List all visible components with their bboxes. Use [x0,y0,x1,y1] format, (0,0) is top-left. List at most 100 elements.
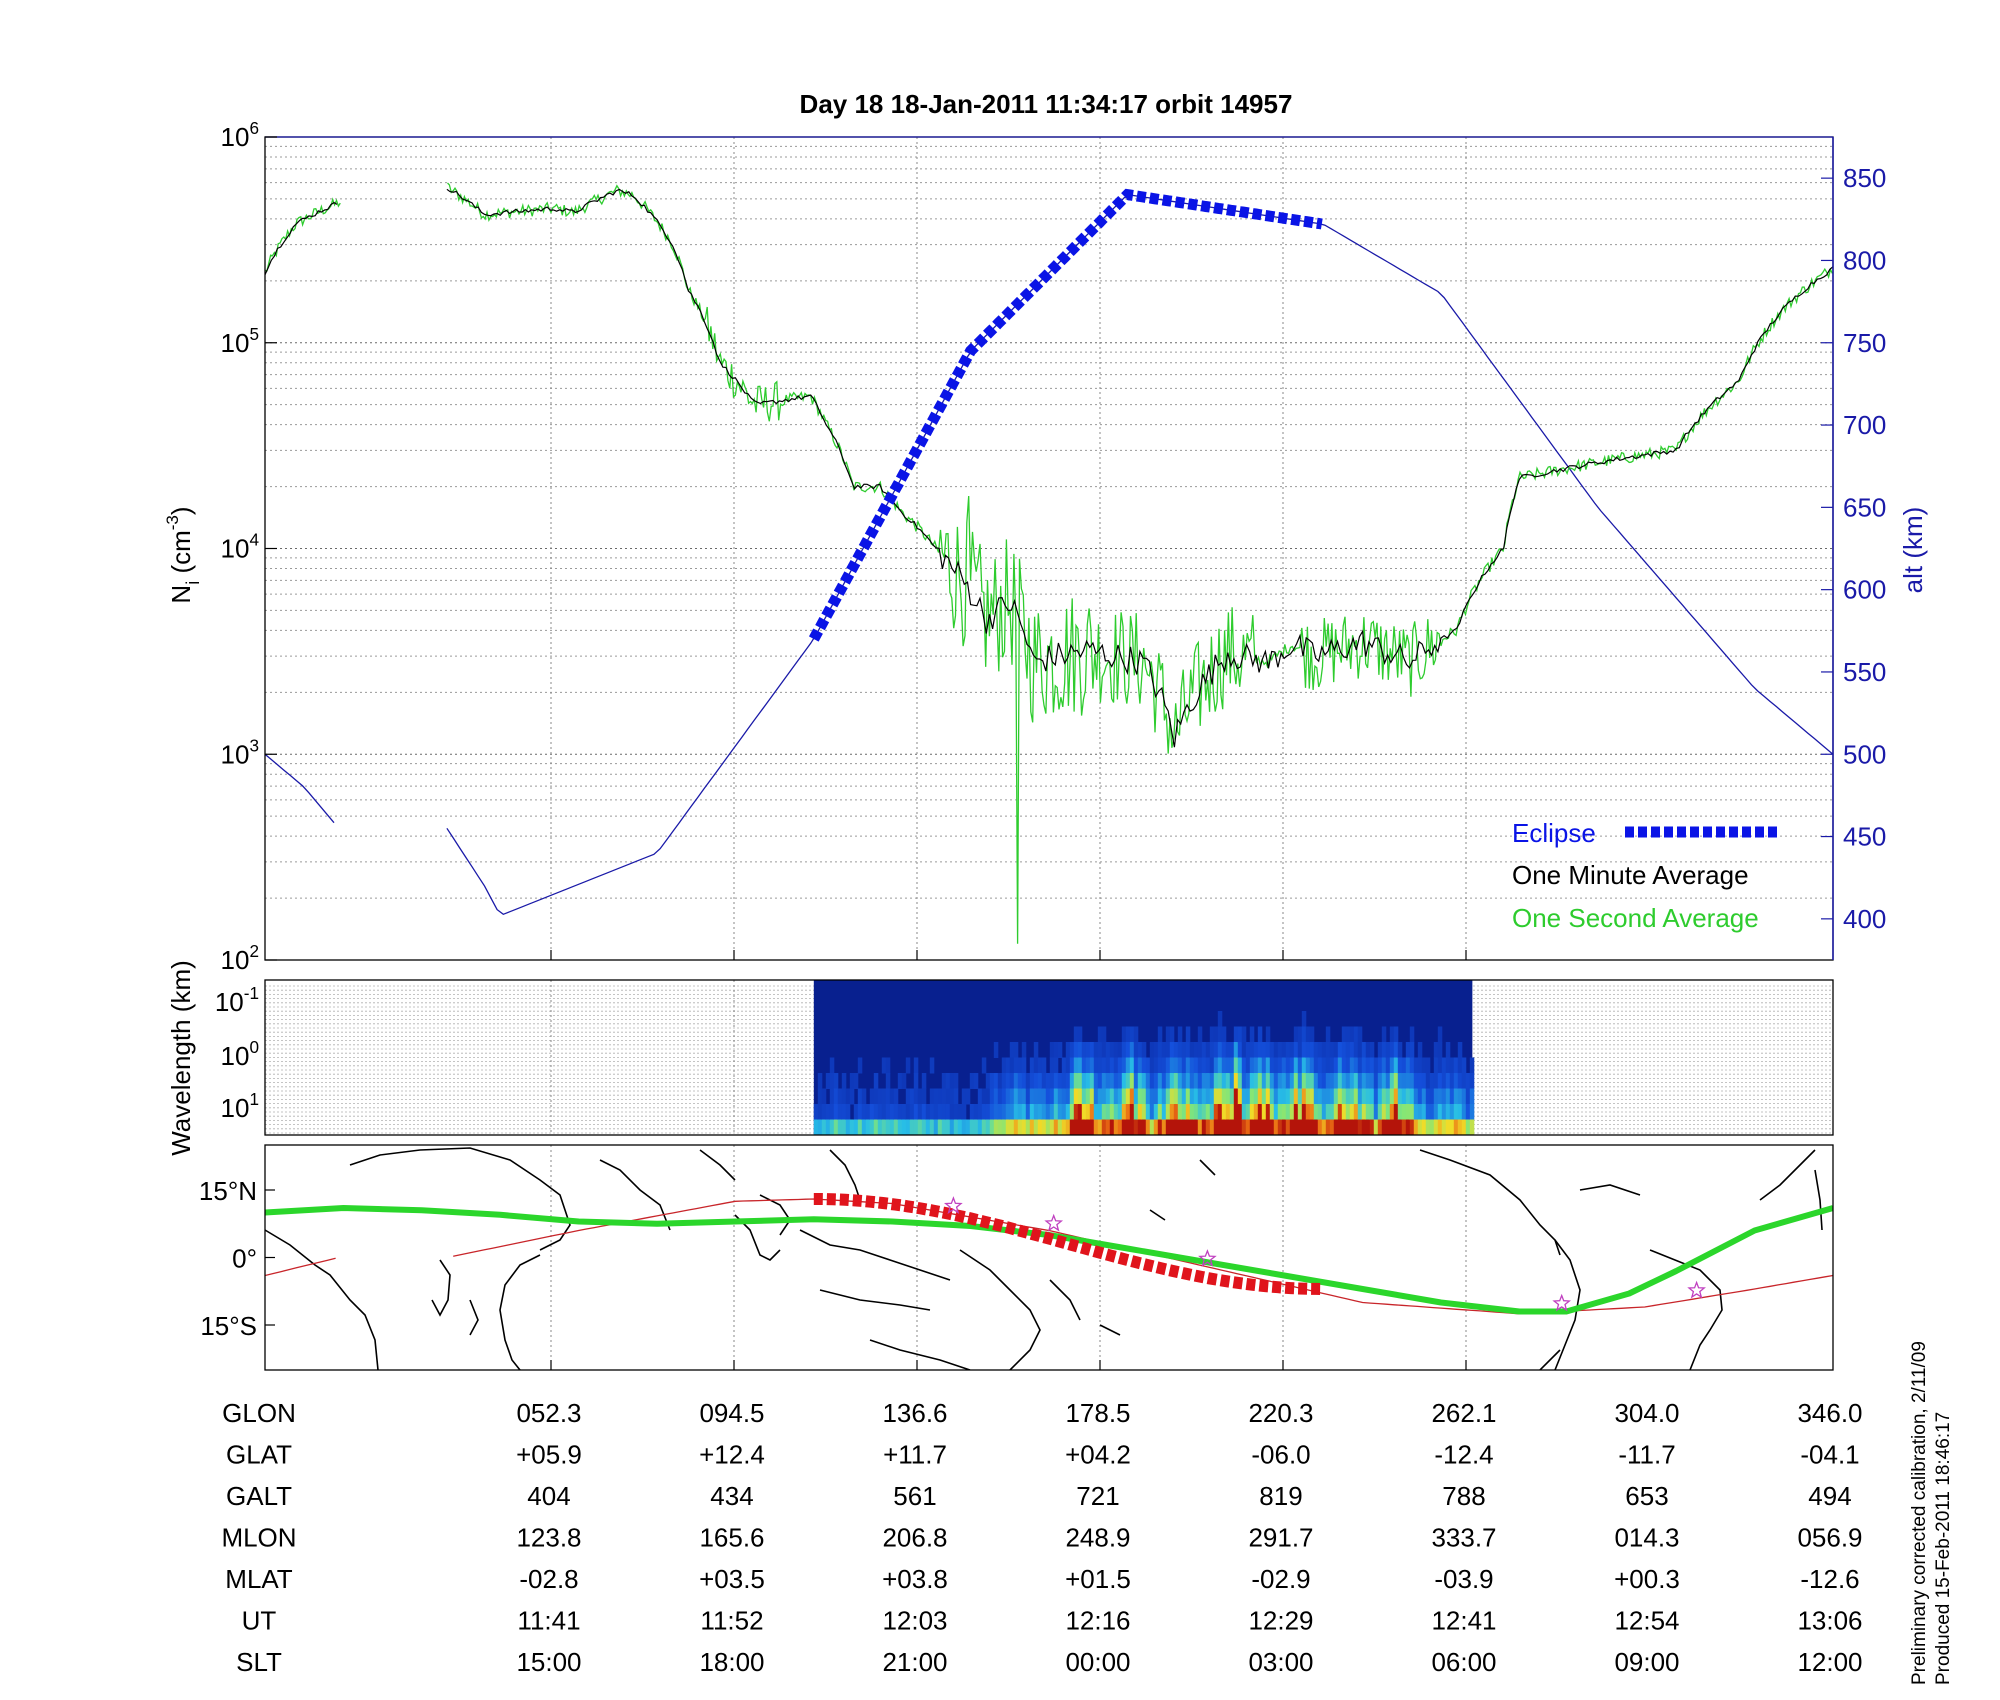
spectrogram-cell [1021,1042,1027,1058]
spectrogram-cell [1101,1073,1107,1089]
spectrogram-cell [1405,1057,1411,1074]
spectrogram-cell [1197,1104,1203,1120]
spectrogram-cell [1357,1119,1363,1135]
spectrogram-cell [1097,1088,1103,1105]
table-cell: +00.3 [1614,1564,1680,1594]
spectrogram-cell [1013,1119,1019,1135]
spectrogram-cell [1313,1119,1319,1135]
spectrogram-cell [1021,1088,1027,1105]
spectrogram-cell [857,1104,863,1120]
spectrogram-cell [1241,1088,1247,1105]
spectrogram-cell [1237,1042,1243,1058]
spectrogram-cell [1149,1042,1155,1058]
spectrogram-cell [1301,1011,1307,1027]
spectrogram-cell [1101,1088,1107,1105]
spectrogram-cell [1225,1042,1231,1058]
spectrogram-cell [1069,1119,1075,1135]
spectrogram-cell [1077,1042,1083,1058]
spectrogram-cell [1469,1119,1475,1135]
spectrogram-cell [1445,1104,1451,1120]
coastline [1554,1239,1581,1370]
spectrogram-cell [929,1088,935,1105]
spectrogram-cell [1137,1104,1143,1120]
spectrogram-cell [1289,1088,1295,1105]
coastline [734,1214,781,1261]
spectrogram-cell [1149,1104,1155,1120]
spectrogram-cell [1085,1042,1091,1058]
spectrogram-cell [1133,1073,1139,1089]
spectrogram-cell [949,1073,955,1089]
spectrogram-cell [1309,1088,1315,1105]
table-cell: -04.1 [1800,1440,1859,1470]
spectrogram-cell [1185,1104,1191,1120]
spectrogram-cell [925,1119,931,1135]
table-cell: 788 [1442,1481,1485,1511]
spectrogram-cell [1457,1119,1463,1135]
spectrogram-cell [1121,1088,1127,1105]
spectrogram-cell [1081,1057,1087,1074]
spectrogram-cell [1381,1057,1387,1074]
spectrogram-cell [997,1119,1003,1135]
spectrogram-cell [1033,1119,1039,1135]
spectrogram-cell [1173,1057,1179,1074]
spectrogram-cell [1265,1026,1271,1043]
spectrogram-cell [1341,1073,1347,1089]
spectrogram-cell [1333,1073,1339,1089]
spectrogram-cell [1417,1073,1423,1089]
spectrogram-cell [1253,1088,1259,1105]
spectrogram-cell [989,1088,995,1105]
spectrogram-cell [1297,1104,1303,1120]
spectrogram-cell [961,1119,967,1135]
spectrogram-cell [1373,1119,1379,1135]
spectrogram-cell [1109,1073,1115,1089]
spectrogram-cell [1029,1119,1035,1135]
spectrogram-cell [1025,1104,1031,1120]
spectrogram-cell [1181,1119,1187,1135]
spectrogram-cell [1157,1104,1163,1120]
spectrogram-cell [1293,1073,1299,1089]
spectrogram-cell [1237,1119,1243,1135]
table-cell: -02.9 [1251,1564,1310,1594]
spectrogram-cell [1137,1057,1143,1074]
spectrogram-cell [1341,1119,1347,1135]
alt-tick-label: 400 [1843,904,1886,934]
spectrogram-cell [1253,1042,1259,1058]
spectrogram-cell [957,1119,963,1135]
coastline [829,1149,861,1201]
spectrogram-cell [885,1057,891,1074]
spectrogram-cell [885,1104,891,1120]
spectrogram-cell [1073,1042,1079,1058]
spectrogram-cell [829,1088,835,1105]
table-cell: 12:00 [1797,1647,1862,1677]
spectrogram-cell [1241,1073,1247,1089]
spectrogram-cell [1237,1057,1243,1074]
spectrogram-cell [1017,1088,1023,1105]
spectrogram-cell [1409,1119,1415,1135]
spectrogram-cell [1397,1119,1403,1135]
spectrogram-cell [1049,1057,1055,1074]
spectrogram-cell [1113,1057,1119,1074]
spectrogram-cell [873,1073,879,1089]
y-tick-label: 104 [221,530,260,564]
spectrogram-cell [981,1119,987,1135]
table-cell: 11:41 [517,1606,580,1636]
spectrogram-cell [1205,1042,1211,1058]
spectrogram-cell [1241,1104,1247,1120]
spectrogram-cell [1313,1104,1319,1120]
spectrogram-cell [1153,1088,1159,1105]
spectrogram-cell [1421,1057,1427,1074]
spectrogram-cell [1009,1088,1015,1105]
spectrogram-cell [1433,1057,1439,1074]
altitude-line-segment-2 [446,194,1833,916]
spectrogram-cell [1129,1042,1135,1058]
spectrogram-cell [1133,1026,1139,1043]
spectrogram-cell [833,1119,839,1135]
spectrogram-cell [897,1104,903,1120]
coastline [1049,1279,1081,1321]
spectrogram-cell [901,1119,907,1135]
alt-tick-label: 500 [1843,739,1886,769]
spectrogram-cell [1025,1088,1031,1105]
spectrogram-cell [1217,1119,1223,1135]
spectrogram-cell [1201,1073,1207,1089]
spectrogram-cell [1037,1088,1043,1105]
